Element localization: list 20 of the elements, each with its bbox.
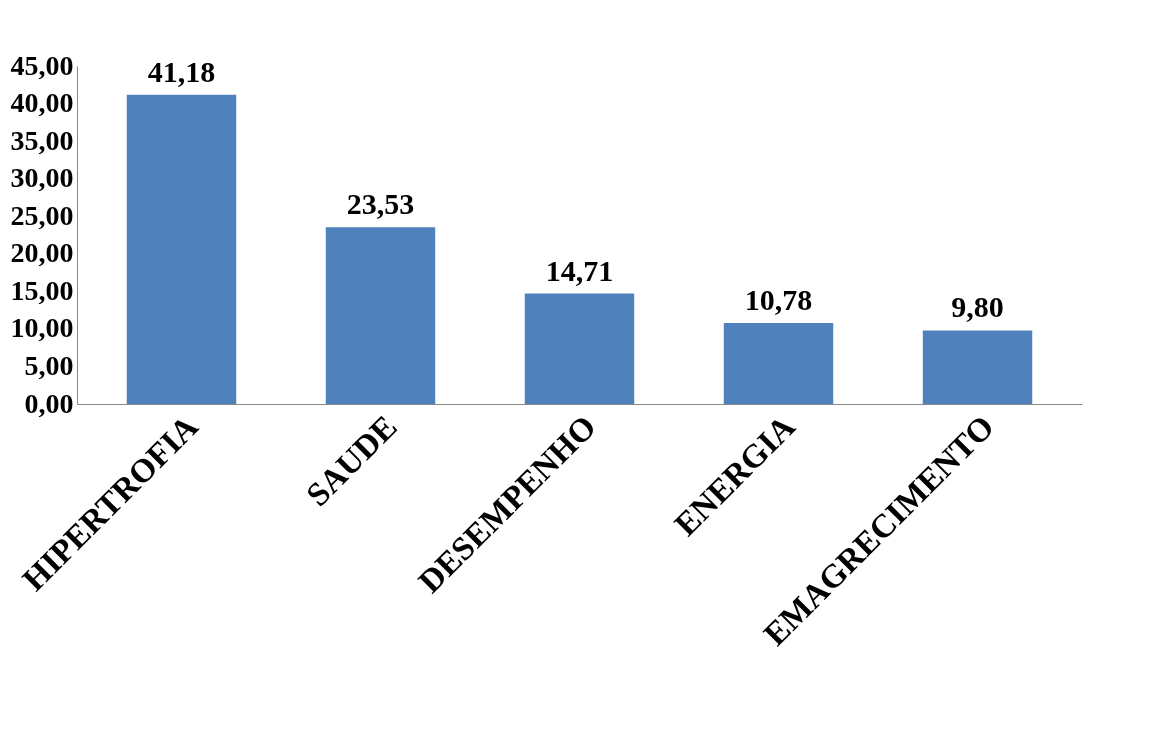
bar xyxy=(922,330,1033,404)
y-tick-label: 5,00 xyxy=(24,349,74,381)
bar xyxy=(723,323,834,404)
y-tick-label: 35,00 xyxy=(10,124,74,156)
data-label: 14,71 xyxy=(545,253,614,287)
bar xyxy=(524,293,635,404)
y-tick-label: 25,00 xyxy=(10,199,74,231)
y-tick-label: 10,00 xyxy=(10,312,74,344)
y-tick-label: 30,00 xyxy=(10,162,74,194)
data-label: 41,18 xyxy=(147,54,216,88)
data-label: 23,53 xyxy=(346,187,415,221)
bar xyxy=(325,227,436,404)
y-tick-label: 45,00 xyxy=(10,49,74,81)
y-tick-label: 15,00 xyxy=(10,274,74,306)
bar xyxy=(126,94,237,404)
data-label: 10,78 xyxy=(744,283,813,317)
data-label: 9,80 xyxy=(951,290,1004,324)
y-tick-label: 0,00 xyxy=(24,387,74,419)
y-tick-label: 20,00 xyxy=(10,237,74,269)
y-tick-label: 40,00 xyxy=(10,87,74,119)
